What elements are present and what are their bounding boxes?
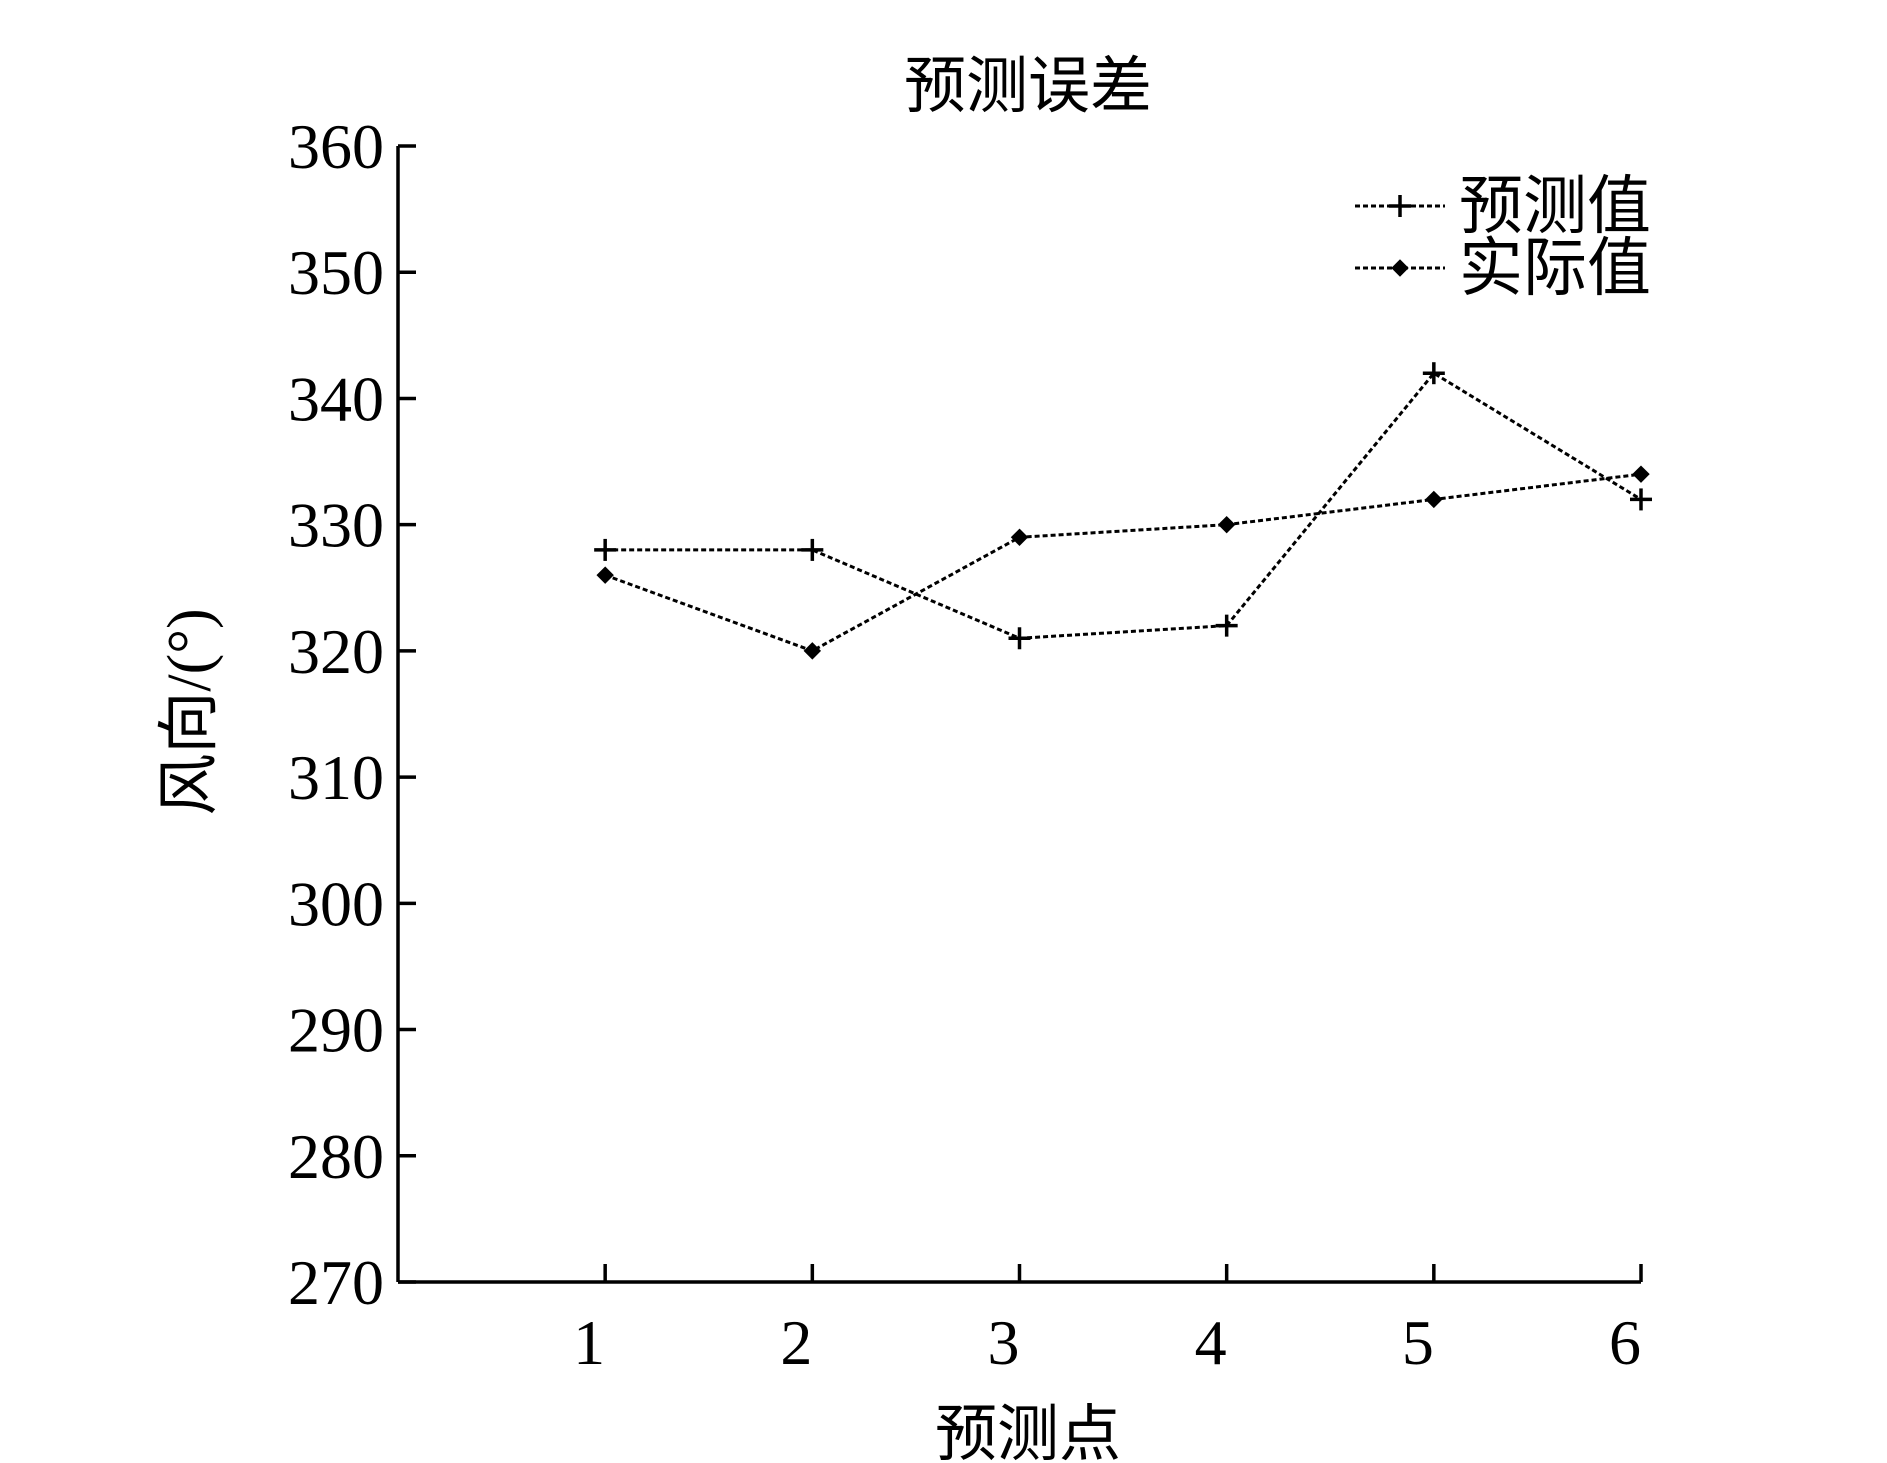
x-tick-label: 5 <box>1402 1307 1434 1378</box>
series-line <box>605 371 1642 640</box>
y-tick-label: 290 <box>288 995 384 1066</box>
data-point <box>596 566 614 584</box>
data-point <box>1630 488 1652 511</box>
y-tick-label: 270 <box>288 1247 384 1318</box>
y-tick-label: 320 <box>288 616 384 687</box>
x-tick-label: 3 <box>988 1307 1020 1378</box>
chart-title: 预测误差 <box>904 53 1152 121</box>
x-axis-label: 预测点 <box>935 1401 1121 1463</box>
legend-item: 预测值 <box>1355 171 1651 242</box>
data-point <box>1217 515 1236 534</box>
data-point <box>1215 614 1238 637</box>
data-point <box>1632 465 1650 483</box>
data-point <box>1425 490 1443 509</box>
y-tick-label: 350 <box>288 237 384 308</box>
series-layer <box>594 362 1652 660</box>
y-tick-label: 300 <box>288 868 384 939</box>
series-1 <box>594 362 1652 650</box>
data-point <box>1010 528 1029 546</box>
y-tick-label: 330 <box>288 490 384 561</box>
x-tick-label: 1 <box>573 1307 605 1378</box>
y-tick-label: 360 <box>288 111 384 182</box>
x-tick-label: 4 <box>1195 1307 1227 1378</box>
axes: 270 280 290 300 310 320 330 340 350 360 1 2 3 4 5 6 <box>288 111 1643 1378</box>
data-point <box>801 538 824 561</box>
y-tick-label: 280 <box>288 1121 384 1192</box>
y-tick-label: 310 <box>288 742 384 813</box>
x-tick-label: 2 <box>780 1307 812 1378</box>
y-axis-label: 风向/(°) <box>156 608 224 815</box>
legend-label: 实际值 <box>1459 233 1651 304</box>
series-line <box>604 472 1642 653</box>
y-tick-label: 340 <box>288 363 384 434</box>
x-tick-label: 6 <box>1609 1307 1641 1378</box>
data-point <box>594 538 617 561</box>
data-point <box>1422 362 1445 385</box>
data-point <box>803 642 822 660</box>
data-point <box>1008 627 1031 650</box>
series-2 <box>596 465 1650 660</box>
legend-item: 实际值 <box>1355 233 1651 304</box>
legend-marker <box>1389 195 1411 217</box>
legend-label: 预测值 <box>1459 171 1651 242</box>
legend-marker <box>1391 259 1409 277</box>
